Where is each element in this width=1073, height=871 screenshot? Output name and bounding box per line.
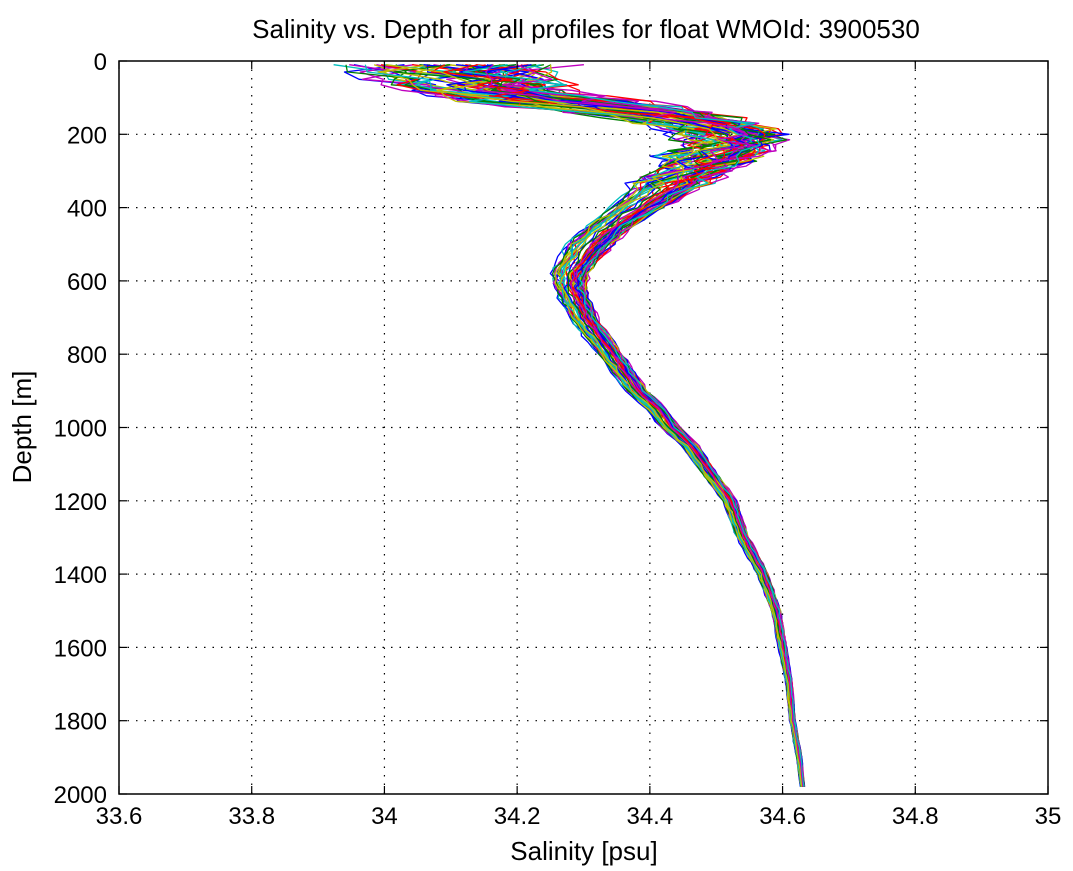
salinity-profile-line <box>477 64 804 787</box>
salinity-profile-line <box>438 64 804 787</box>
salinity-profile-line <box>364 64 802 787</box>
salinity-profile-line <box>390 64 802 787</box>
salinity-profile-line <box>447 64 804 787</box>
salinity-profile-line <box>499 64 805 787</box>
salinity-profile-line <box>486 64 805 787</box>
x-tick-label: 33.8 <box>228 803 275 830</box>
x-tick-label: 34.6 <box>759 803 806 830</box>
salinity-profile-line <box>426 64 803 787</box>
salinity-profile-line <box>475 64 804 787</box>
salinity-profile-line <box>446 64 805 787</box>
x-tick-label: 34 <box>371 803 398 830</box>
salinity-profile-line <box>446 64 804 787</box>
salinity-profile-line <box>419 64 804 787</box>
salinity-profile-line <box>345 64 802 787</box>
salinity-profile-line <box>383 64 802 787</box>
salinity-profile-line <box>437 64 804 787</box>
y-tick-label: 200 <box>67 122 107 149</box>
salinity-profile-line <box>384 64 803 787</box>
grid-lines <box>119 61 1048 794</box>
salinity-profile-line <box>481 64 805 787</box>
salinity-profile-line <box>415 64 804 787</box>
chart-title: Salinity vs. Depth for all profiles for … <box>252 14 920 44</box>
salinity-profile-line <box>386 64 803 787</box>
y-tick-label: 400 <box>67 196 107 223</box>
y-tick-label: 600 <box>67 269 107 296</box>
x-tick-label: 34.4 <box>626 803 673 830</box>
y-tick-label: 1600 <box>54 635 107 662</box>
salinity-profile-line <box>393 64 804 787</box>
salinity-profile-line <box>353 64 802 787</box>
x-tick-label: 35 <box>1035 803 1062 830</box>
salinity-profile-line <box>359 64 802 787</box>
salinity-profile-line <box>457 64 804 787</box>
y-tick-label: 1000 <box>54 416 107 443</box>
salinity-profile-line <box>373 64 803 787</box>
salinity-profile-line <box>463 64 804 787</box>
salinity-profile-line <box>430 64 804 787</box>
profiles-layer <box>333 64 806 787</box>
plot-area-frame <box>118 60 1049 795</box>
salinity-profile-line <box>462 64 805 787</box>
salinity-profile-line <box>474 64 805 787</box>
y-tick-label: 1400 <box>54 562 107 589</box>
salinity-profile-line <box>409 64 803 787</box>
salinity-profile-line <box>469 64 805 787</box>
axis-ticks <box>118 60 1049 795</box>
salinity-profile-line <box>349 64 802 787</box>
salinity-profile-line <box>475 64 804 787</box>
x-tick-label: 33.6 <box>96 803 143 830</box>
salinity-profile-line <box>447 64 804 787</box>
salinity-profile-line <box>343 64 801 787</box>
salinity-profile-line <box>423 64 804 787</box>
y-axis-label: Depth [m] <box>7 371 37 484</box>
y-tick-label: 1800 <box>54 709 107 736</box>
x-tick-labels: 33.6 33.8 34 34.2 34.4 34.6 34.8 35 <box>96 803 1062 830</box>
salinity-profile-line <box>464 64 805 787</box>
salinity-profile-line <box>471 64 805 787</box>
x-tick-label: 34.8 <box>892 803 939 830</box>
salinity-profile-line <box>458 64 805 787</box>
salinity-profile-line <box>376 64 803 787</box>
y-tick-label: 1200 <box>54 489 107 516</box>
salinity-profile-line <box>377 64 802 787</box>
salinity-profile-line <box>400 64 803 787</box>
x-tick-label: 34.2 <box>494 803 541 830</box>
salinity-profile-line <box>333 64 802 787</box>
salinity-profile-line <box>475 64 806 787</box>
y-tick-labels: 0 200 400 600 800 1000 1200 1400 1600 1800 2000 <box>54 49 107 809</box>
salinity-profile-line <box>396 64 802 787</box>
salinity-profile-line <box>456 64 804 787</box>
y-tick-label: 0 <box>94 49 107 76</box>
salinity-profile-line <box>433 64 804 787</box>
salinity-profile-line <box>380 64 803 787</box>
y-tick-label: 800 <box>67 342 107 369</box>
salinity-profile-line <box>486 64 806 787</box>
x-axis-label: Salinity [psu] <box>510 836 657 866</box>
salinity-profile-line <box>462 64 805 787</box>
y-tick-label: 2000 <box>54 782 107 809</box>
salinity-profile-line <box>412 64 804 787</box>
salinity-profile-line <box>443 64 804 787</box>
